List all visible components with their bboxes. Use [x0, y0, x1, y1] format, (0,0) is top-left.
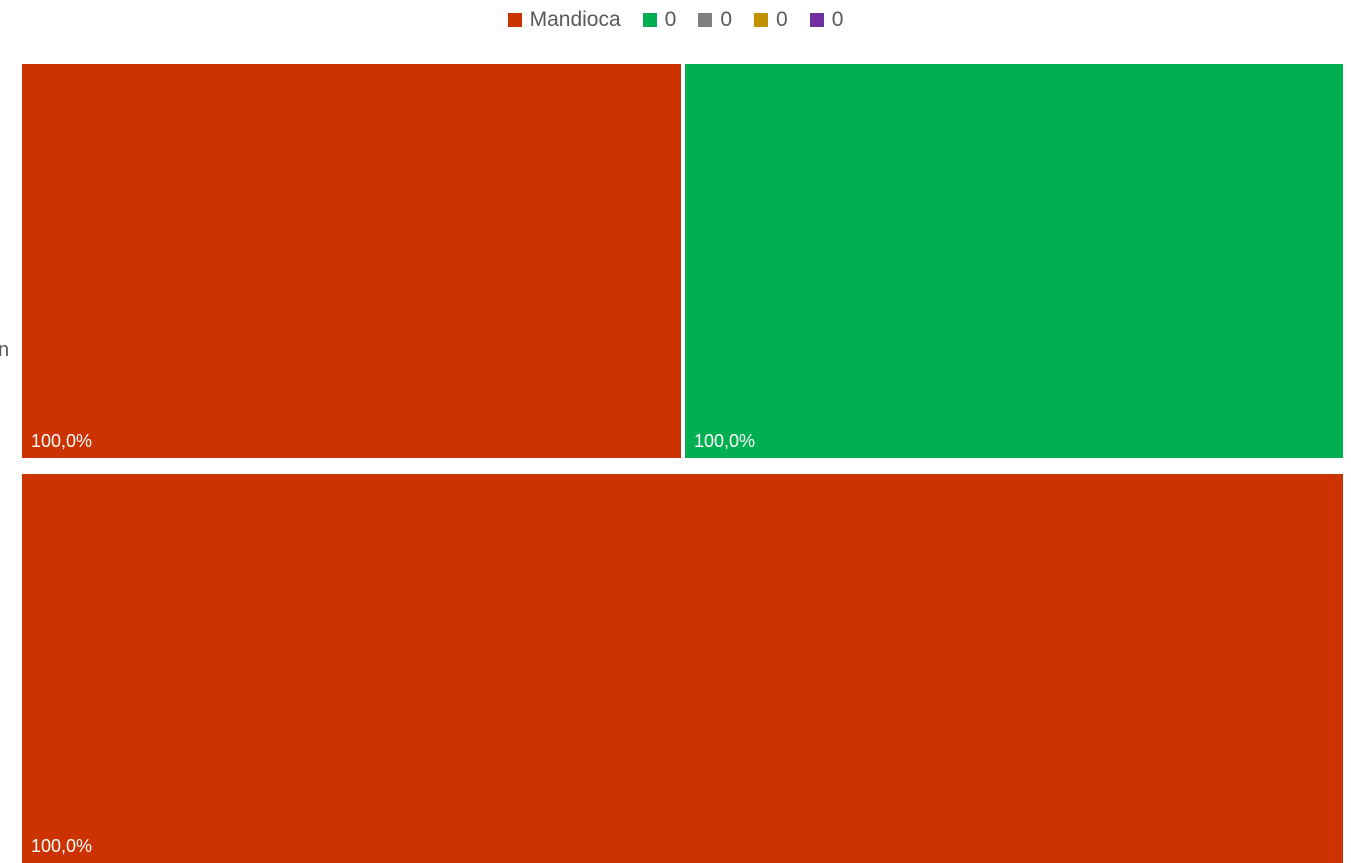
treemap-tile: 100,0% — [22, 474, 1343, 863]
legend-label: 0 — [776, 8, 788, 31]
tile-data-label: 100,0% — [31, 431, 93, 451]
legend-label: 0 — [720, 8, 733, 31]
legend-swatch — [754, 13, 769, 27]
tile-data-label: 100,0% — [694, 431, 756, 451]
tile-data-label: 100,0% — [31, 836, 93, 856]
legend-swatch — [507, 13, 522, 27]
legend-swatch — [642, 13, 657, 27]
legend-swatch — [809, 13, 824, 27]
legend-label: 0 — [831, 8, 844, 31]
legend-label: 0 — [664, 8, 677, 31]
legend-item: Mandioca — [507, 8, 621, 32]
legend-swatch — [698, 13, 713, 27]
legend-item: 0 — [642, 8, 677, 32]
legend-item: 0 — [809, 8, 844, 32]
clipped-label-fragment: n — [0, 339, 10, 361]
treemap-tile: 100,0% — [685, 64, 1343, 458]
legend-item: 0 — [754, 8, 788, 32]
chart-legend: Mandioca 0 0 0 0 — [0, 6, 1351, 34]
legend-item: 0 — [698, 8, 732, 32]
treemap-tile: 100,0% — [22, 64, 681, 458]
legend-label: Mandioca — [529, 8, 621, 31]
